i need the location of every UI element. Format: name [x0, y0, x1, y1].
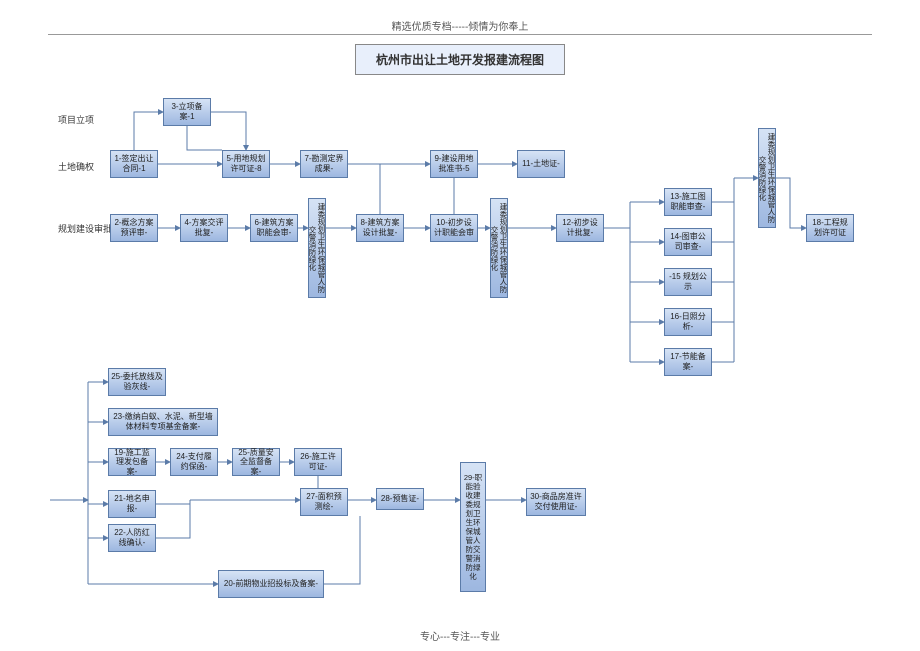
- diagram-title: 杭州市出让土地开发报建流程图: [355, 44, 565, 75]
- node-v1: 建委规划卫生环保城管人防交警消防绿化: [308, 198, 326, 298]
- node-21: 21-地名申报-: [108, 490, 156, 518]
- node-30: 30-商品房准许交付使用证-: [526, 488, 586, 516]
- node-26: 26-施工许可证-: [294, 448, 342, 476]
- node-13: 13-施工图职能审查-: [664, 188, 712, 216]
- node-14: 14-图审公司审查-: [664, 228, 712, 256]
- node-2: 2-概念方案预评审-: [110, 214, 158, 242]
- node-v2: 建委规划卫生环保城管人防交警消防绿化: [490, 198, 508, 298]
- page-footer: 专心---专注---专业: [420, 628, 500, 643]
- header-divider: [48, 34, 872, 35]
- node-18: 18-工程规划许可证: [806, 214, 854, 242]
- node-27: 27-面积预测绘-: [300, 488, 348, 516]
- row-label-1: 项目立项: [58, 113, 94, 126]
- node-25: 25-质量安全监督备案-: [232, 448, 280, 476]
- node-6: 6-建筑方案职能会审-: [250, 214, 298, 242]
- node-3: 3-立项备案-1: [163, 98, 211, 126]
- node-28: 28-预售证-: [376, 488, 424, 510]
- row-label-2: 土地确权: [58, 160, 94, 173]
- node-8: 8-建筑方案设计批复-: [356, 214, 404, 242]
- node-17: 17-节能备案-: [664, 348, 712, 376]
- node-25b: 25-委托放线及验灰线-: [108, 368, 166, 396]
- node-12: 12-初步设计批复-: [556, 214, 604, 242]
- node-23: 23-缴纳白蚁、水泥、新型墙体材料专项基金备案-: [108, 408, 218, 436]
- node-v3: 建委规划卫生环保城管人防交警消防绿化: [758, 128, 776, 228]
- node-24: 24-支付履约保函-: [170, 448, 218, 476]
- node-19: 19-施工监理发包备案-: [108, 448, 156, 476]
- node-15: -15 规划公示: [664, 268, 712, 296]
- node-9: 9-建设用地批准书-5: [430, 150, 478, 178]
- node-20: 20-前期物业招投标及备案-: [218, 570, 324, 598]
- node-10: 10-初步设计职能会审: [430, 214, 478, 242]
- row-label-3: 规划建设审批: [58, 222, 112, 235]
- page-header: 精选优质专档-----倾情为你奉上: [392, 18, 529, 33]
- node-1: 1-签定出让合同-1: [110, 150, 158, 178]
- node-22: 22-人防红线确认-: [108, 524, 156, 552]
- node-11: 11-土地证-: [517, 150, 565, 178]
- node-4: 4-方案交评批复-: [180, 214, 228, 242]
- node-29: 29-职能验收建委规划卫生环保城管人防交警消防绿化: [460, 462, 486, 592]
- node-7: 7-勘测定界成果-: [300, 150, 348, 178]
- node-5: 5-用地规划许可证-8: [222, 150, 270, 178]
- node-16: 16-日照分析-: [664, 308, 712, 336]
